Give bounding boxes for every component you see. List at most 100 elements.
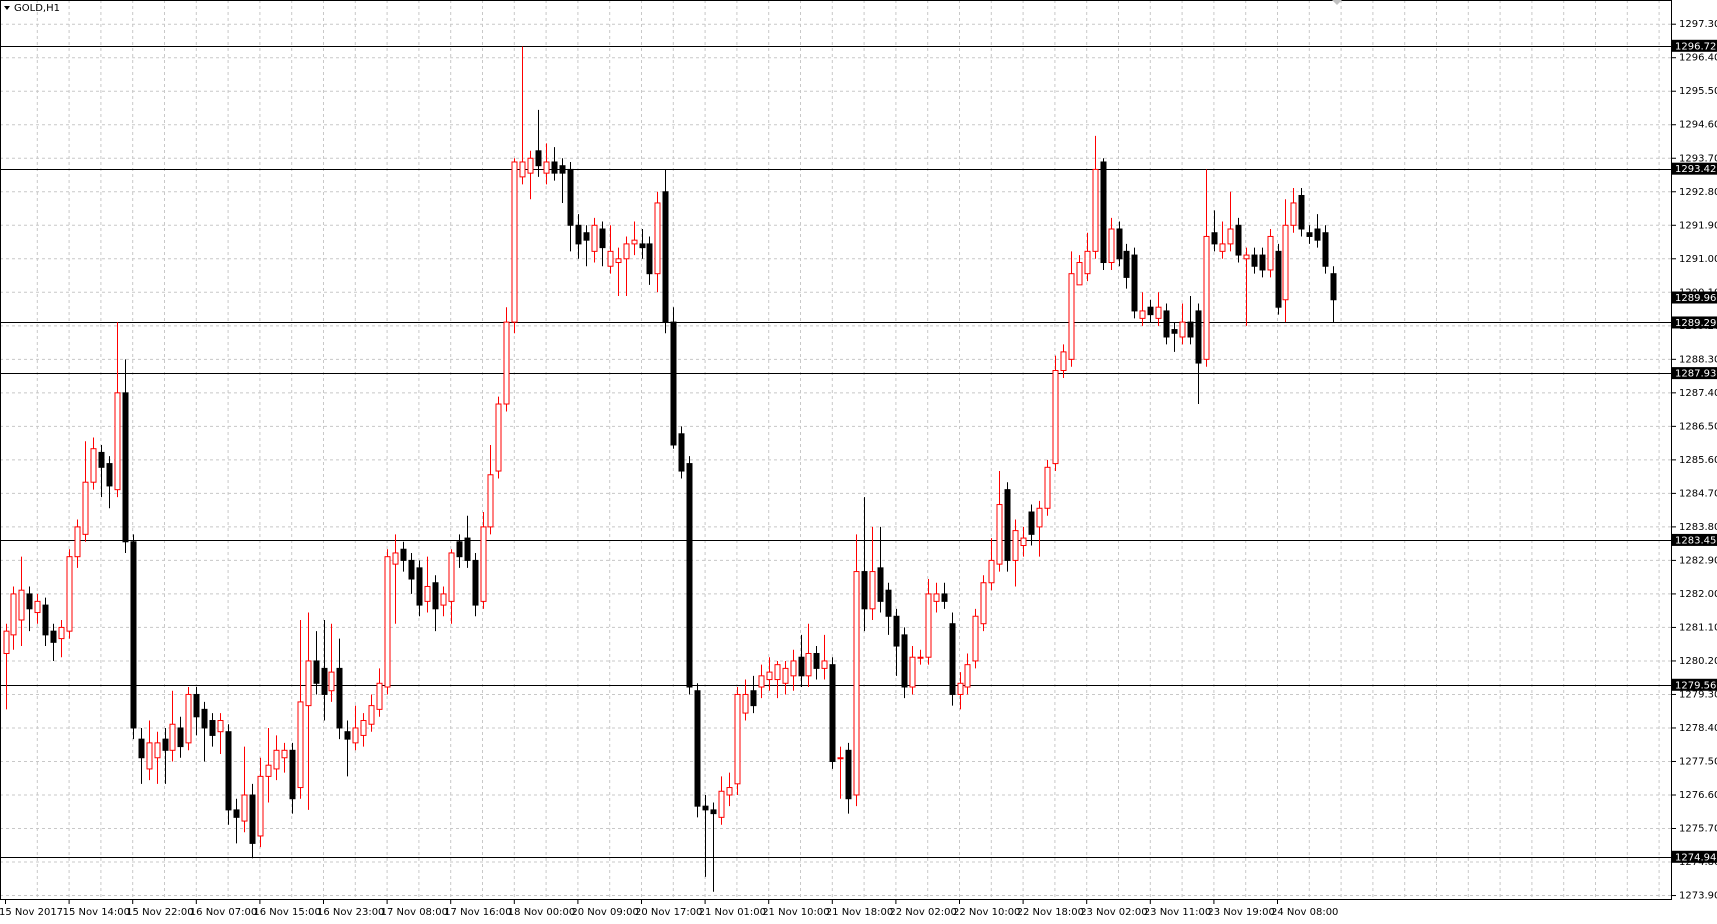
- level-label: 1293.42: [1675, 164, 1716, 175]
- candle-body: [122, 392, 129, 543]
- candle-body: [988, 559, 995, 584]
- x-tick-label: 16 Nov 15:00: [253, 907, 320, 918]
- candle-body: [662, 191, 669, 323]
- level-layer: [0, 46, 1672, 858]
- candle-body: [1147, 306, 1154, 316]
- candle-body: [909, 656, 916, 688]
- candle-body: [805, 652, 812, 677]
- candle-body: [996, 504, 1003, 565]
- candle-body: [241, 794, 248, 822]
- y-tick-label: 1282.00: [1679, 589, 1717, 600]
- candle-body: [177, 727, 184, 748]
- x-tick-label: 21 Nov 01:00: [699, 907, 766, 918]
- candle-body: [774, 664, 781, 681]
- candle-body: [448, 552, 455, 602]
- candle-body: [169, 723, 176, 751]
- level-box: [1672, 316, 1717, 329]
- candle-body: [1306, 232, 1313, 237]
- level-label: 1296.72: [1675, 41, 1716, 52]
- candle-body: [464, 537, 471, 561]
- candle-body: [1322, 232, 1329, 267]
- candle-body: [313, 660, 320, 684]
- candle-body: [1314, 228, 1321, 241]
- candle-body: [98, 451, 105, 468]
- candle-body: [575, 224, 582, 245]
- candle-body: [1298, 194, 1305, 230]
- candle-body: [813, 652, 820, 669]
- candle-body: [1084, 250, 1091, 275]
- x-tick-label: 24 Nov 08:00: [1271, 907, 1338, 918]
- level-box: [1672, 162, 1717, 175]
- candle-body: [837, 757, 844, 760]
- x-tick-label: 22 Nov 10:00: [953, 907, 1020, 918]
- candle-body: [3, 630, 10, 654]
- bid-label: 1289.96: [1675, 293, 1716, 304]
- x-tick-label: 23 Nov 02:00: [1080, 907, 1147, 918]
- candle-body: [591, 224, 598, 252]
- candle-body: [1028, 511, 1035, 535]
- candle-body: [885, 589, 892, 617]
- candle-body: [567, 168, 574, 226]
- y-tick-label: 1278.40: [1679, 723, 1717, 734]
- candle-body: [1227, 228, 1234, 245]
- y-tick-label: 1293.70: [1679, 153, 1717, 164]
- candle-body: [1020, 537, 1027, 547]
- candle-body: [543, 161, 550, 174]
- candle-body: [718, 790, 725, 818]
- candle-body: [321, 667, 328, 695]
- candle-body: [861, 571, 868, 610]
- y-tick-label: 1279.30: [1679, 689, 1717, 700]
- candle-body: [1068, 273, 1075, 360]
- candle-body: [162, 738, 169, 751]
- y-tick-label: 1280.20: [1679, 656, 1717, 667]
- candle-body: [26, 593, 33, 610]
- candle-body: [925, 593, 932, 658]
- x-tick-label: 20 Nov 09:00: [571, 907, 638, 918]
- candle-body: [750, 690, 757, 707]
- candle-body: [782, 667, 789, 684]
- x-tick-label: 22 Nov 02:00: [889, 907, 956, 918]
- candle-body: [646, 243, 653, 275]
- candle-body: [424, 585, 431, 602]
- y-tick-label: 1281.10: [1679, 622, 1717, 633]
- candle-body: [1275, 250, 1282, 308]
- candle-body: [201, 708, 208, 729]
- x-tick-label: 20 Nov 17:00: [635, 907, 702, 918]
- candle-body: [527, 157, 534, 174]
- x-tick-label: 15 Nov 2017: [0, 907, 63, 918]
- y-tick-label: 1288.30: [1679, 354, 1717, 365]
- candle-body: [360, 720, 367, 736]
- candle-body: [790, 660, 797, 677]
- level-box: [1672, 678, 1717, 691]
- y-tick-label: 1283.80: [1679, 522, 1717, 533]
- candle-body: [503, 321, 510, 405]
- candle-body: [1267, 235, 1274, 271]
- level-box: [1672, 850, 1717, 863]
- candle-body: [305, 660, 312, 707]
- x-tick-label: 23 Nov 11:00: [1144, 907, 1211, 918]
- bid-box: [1672, 291, 1717, 304]
- candle-body: [933, 593, 940, 602]
- x-tick-label: 17 Nov 16:00: [444, 907, 511, 918]
- candle-body: [639, 243, 646, 249]
- candle-body: [1012, 530, 1019, 561]
- y-tick-label: 1275.70: [1679, 824, 1717, 835]
- candle-body: [1100, 161, 1107, 264]
- candle-body: [225, 731, 232, 811]
- y-tick-label: 1276.60: [1679, 790, 1717, 801]
- candle-layer: [3, 46, 1337, 892]
- candle-body: [1131, 254, 1138, 312]
- candle-body: [519, 161, 526, 178]
- candle-body: [869, 571, 876, 610]
- y-tick-label: 1296.40: [1679, 53, 1717, 64]
- candle-body: [138, 738, 145, 759]
- y-tick-label: 1285.60: [1679, 455, 1717, 466]
- candle-body: [42, 604, 49, 636]
- candle-body: [281, 749, 288, 759]
- candle-body: [185, 693, 192, 744]
- candle-body: [1187, 321, 1194, 338]
- menu-triangle[interactable]: [4, 6, 10, 10]
- candle-body: [336, 667, 343, 729]
- candle-body: [368, 705, 375, 725]
- candle-body: [1219, 243, 1226, 252]
